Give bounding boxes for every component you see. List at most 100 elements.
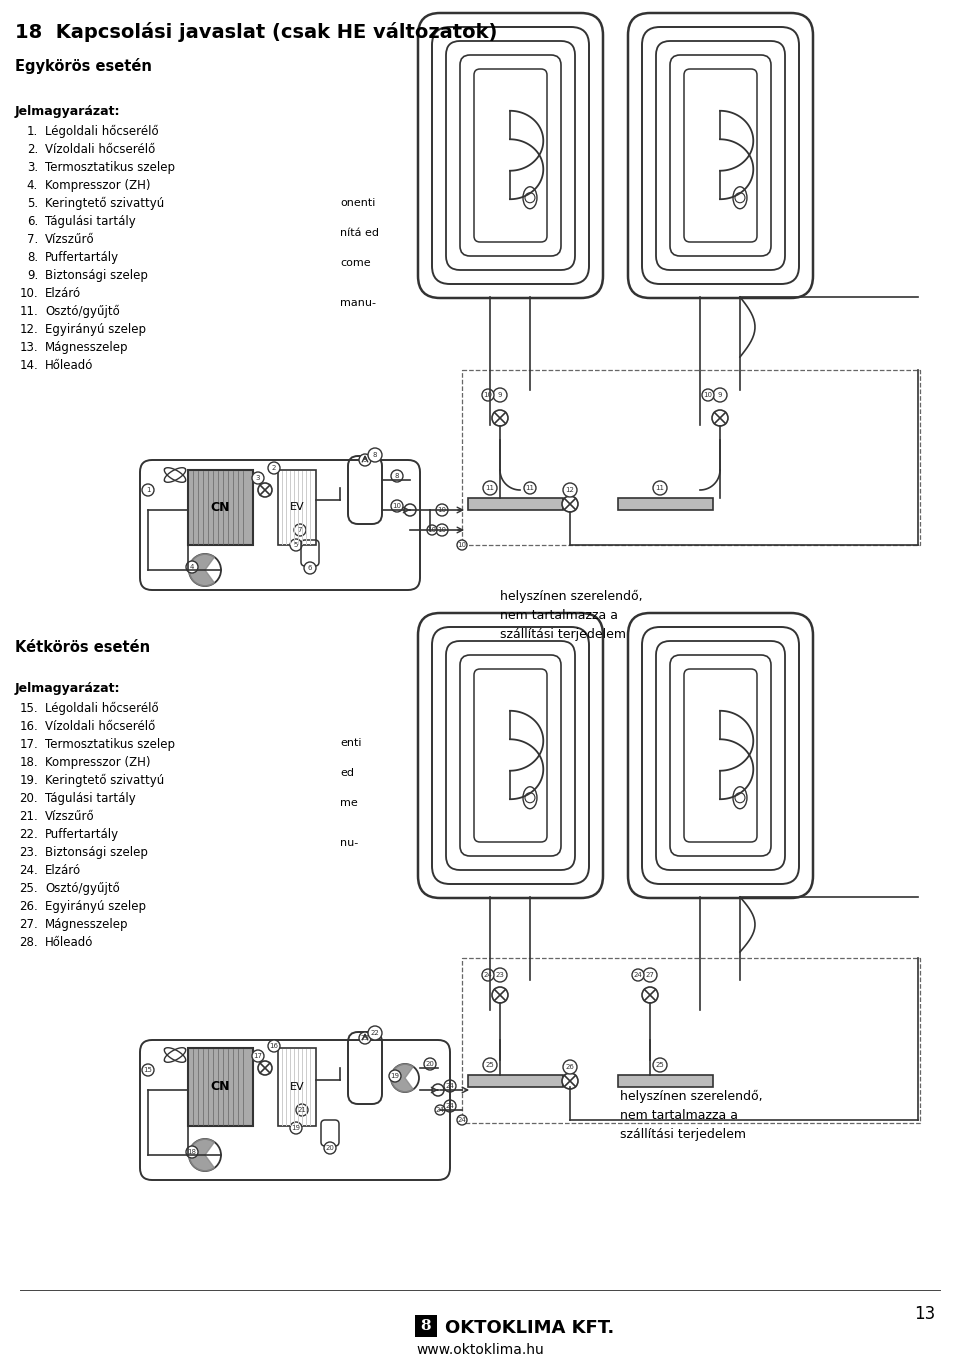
- Text: 6: 6: [308, 564, 312, 571]
- Circle shape: [290, 1122, 302, 1134]
- Circle shape: [493, 968, 507, 982]
- Circle shape: [493, 388, 507, 403]
- Bar: [618, 498, 713, 510]
- Circle shape: [391, 471, 403, 481]
- Circle shape: [735, 193, 745, 203]
- Text: manu-: manu-: [340, 298, 376, 307]
- Circle shape: [304, 562, 316, 574]
- Circle shape: [444, 1100, 456, 1112]
- Text: 25: 25: [486, 1062, 494, 1068]
- Text: 25: 25: [656, 1062, 664, 1068]
- Text: helyszínen szerelendő,
nem tartalmazza a
szállítási terjedelem: helyszínen szerelendő, nem tartalmazza a…: [620, 1089, 762, 1141]
- Text: 23: 23: [495, 972, 504, 978]
- Text: enti: enti: [340, 738, 362, 748]
- Text: CN: CN: [211, 500, 230, 514]
- Text: Mágnesszelep: Mágnesszelep: [45, 918, 129, 932]
- Bar: [278, 471, 316, 545]
- Circle shape: [368, 1025, 382, 1040]
- Text: 6.: 6.: [27, 215, 38, 228]
- Text: 11.: 11.: [19, 305, 38, 318]
- Circle shape: [252, 472, 264, 484]
- Bar: [278, 1049, 316, 1126]
- Text: 18.: 18.: [19, 756, 38, 768]
- Text: 2: 2: [272, 465, 276, 471]
- Text: 26.: 26.: [19, 900, 38, 913]
- Circle shape: [632, 968, 644, 981]
- Text: Kompresszor (ZH): Kompresszor (ZH): [45, 756, 151, 768]
- Ellipse shape: [733, 186, 747, 208]
- Circle shape: [391, 500, 403, 511]
- Circle shape: [492, 987, 508, 1004]
- Circle shape: [186, 560, 198, 573]
- Bar: [462, 957, 920, 1123]
- Circle shape: [252, 1050, 264, 1062]
- Bar: [468, 498, 563, 510]
- Text: 24: 24: [445, 1103, 454, 1108]
- Circle shape: [653, 481, 667, 495]
- Text: me: me: [340, 798, 358, 808]
- Text: Vízoldali hőcserélő: Vízoldali hőcserélő: [45, 719, 156, 733]
- Text: 24: 24: [445, 1083, 454, 1089]
- Text: 1.: 1.: [27, 125, 38, 137]
- Circle shape: [702, 389, 714, 401]
- Text: 12: 12: [565, 487, 574, 494]
- Text: Termosztatikus szelep: Termosztatikus szelep: [45, 738, 175, 751]
- Circle shape: [524, 481, 536, 494]
- Circle shape: [368, 447, 382, 462]
- Circle shape: [389, 1070, 401, 1083]
- Text: 24: 24: [458, 1117, 467, 1123]
- Circle shape: [563, 483, 577, 496]
- Text: 17: 17: [253, 1053, 262, 1059]
- Text: 23: 23: [361, 1035, 370, 1040]
- Bar: [188, 1049, 253, 1126]
- Polygon shape: [189, 1140, 214, 1171]
- Text: 5.: 5.: [27, 197, 38, 209]
- Circle shape: [643, 968, 657, 982]
- Text: OKTOKLIMA KFT.: OKTOKLIMA KFT.: [445, 1319, 614, 1337]
- Text: Biztonsági szelep: Biztonsági szelep: [45, 846, 148, 860]
- Text: 11: 11: [656, 486, 664, 491]
- Polygon shape: [189, 554, 214, 586]
- Text: 9: 9: [363, 457, 368, 462]
- Bar: [618, 1074, 713, 1087]
- Text: 9.: 9.: [27, 269, 38, 282]
- Circle shape: [189, 1140, 221, 1171]
- Circle shape: [268, 1040, 280, 1053]
- Text: 22.: 22.: [19, 828, 38, 840]
- Circle shape: [735, 793, 745, 802]
- Circle shape: [436, 505, 448, 515]
- Text: 16: 16: [270, 1043, 278, 1049]
- Text: nítá ed: nítá ed: [340, 228, 379, 238]
- Circle shape: [391, 1064, 419, 1092]
- Circle shape: [653, 1058, 667, 1072]
- Circle shape: [712, 409, 728, 426]
- Circle shape: [436, 524, 448, 536]
- Text: 9: 9: [497, 392, 502, 398]
- Text: Kompresszor (ZH): Kompresszor (ZH): [45, 180, 151, 192]
- Text: helyszínen szerelendő,
nem tartalmazza a
szállítási terjedelem: helyszínen szerelendő, nem tartalmazza a…: [500, 590, 642, 641]
- Text: 13: 13: [914, 1306, 935, 1323]
- Text: 24.: 24.: [19, 864, 38, 877]
- Circle shape: [294, 524, 306, 536]
- Text: 5: 5: [294, 543, 299, 548]
- Text: Vízszűrő: Vízszűrő: [45, 233, 95, 246]
- Text: 28.: 28.: [19, 936, 38, 949]
- Circle shape: [563, 1059, 577, 1074]
- Text: Elzáró: Elzáró: [45, 287, 82, 301]
- Circle shape: [525, 793, 535, 802]
- Text: Vízszűrő: Vízszűrő: [45, 811, 95, 823]
- Text: 21: 21: [298, 1107, 306, 1112]
- Circle shape: [483, 1058, 497, 1072]
- Text: Jelmagyarázat:: Jelmagyarázat:: [15, 681, 121, 695]
- Text: 3.: 3.: [27, 160, 38, 174]
- Circle shape: [482, 389, 494, 401]
- Text: 11: 11: [525, 486, 535, 491]
- Text: Légoldali hőcserélő: Légoldali hőcserélő: [45, 702, 158, 715]
- Text: Termosztatikus szelep: Termosztatikus szelep: [45, 160, 175, 174]
- Text: 10: 10: [484, 392, 492, 398]
- Text: ed: ed: [340, 768, 354, 778]
- Text: 24: 24: [484, 972, 492, 978]
- Text: 4.: 4.: [27, 180, 38, 192]
- Circle shape: [290, 539, 302, 551]
- Text: Elzáró: Elzáró: [45, 864, 82, 877]
